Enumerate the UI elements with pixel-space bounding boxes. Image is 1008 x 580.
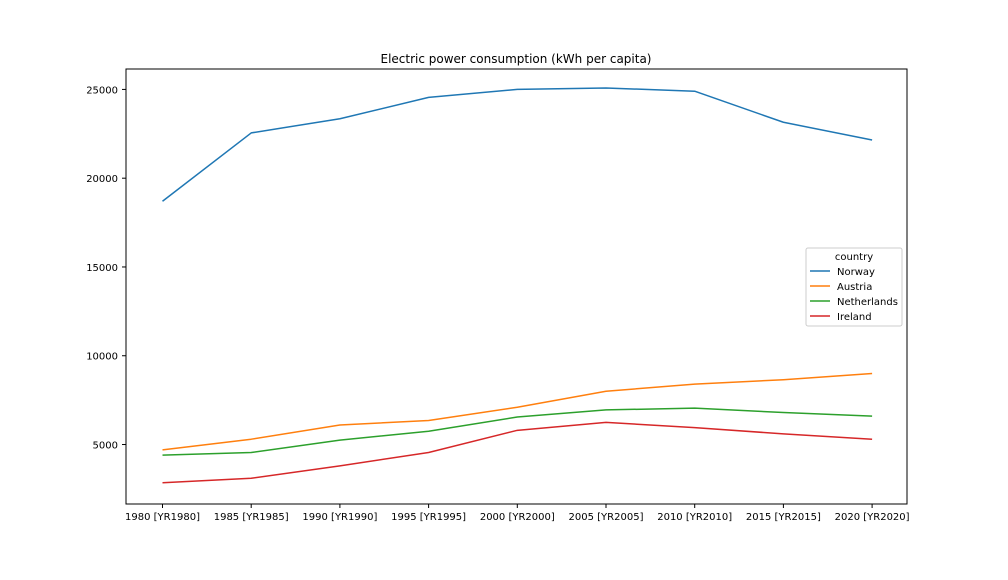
legend-label-austria: Austria (837, 282, 872, 293)
legend: country Norway Austria Netherlands Ireland (805, 247, 903, 327)
y-tick-label: 20000 (86, 174, 118, 185)
legend-label-norway: Norway (837, 267, 875, 278)
legend-box (805, 247, 903, 327)
x-tick-label: 2015 [YR2015] (746, 512, 821, 523)
x-axis: 1980 [YR1980] 1985 [YR1985] 1990 [YR1990] 1… (125, 504, 910, 523)
x-tick-label: 2005 [YR2005] (569, 512, 644, 523)
plot-area (162, 87, 873, 484)
x-tick-label: 2000 [YR2000] (480, 512, 555, 523)
legend-title: country (835, 252, 873, 263)
series-line-austria (162, 372, 873, 451)
y-tick-label: 15000 (86, 263, 118, 274)
series-line-ireland (162, 421, 873, 484)
y-tick-label: 5000 (93, 441, 118, 452)
series-line-norway (162, 87, 873, 202)
series-line-netherlands (162, 407, 873, 456)
x-tick-label: 2010 [YR2010] (657, 512, 732, 523)
legend-label-ireland: Ireland (837, 312, 872, 323)
chart-title: Electric power consumption (kWh per capi… (380, 52, 651, 66)
x-tick-label: 2020 [YR2020] (835, 512, 910, 523)
plot-frame (125, 68, 908, 505)
x-tick-label: 1990 [YR1990] (302, 512, 377, 523)
legend-label-netherlands: Netherlands (837, 297, 898, 308)
x-tick-label: 1980 [YR1980] (125, 512, 200, 523)
y-tick-label: 25000 (86, 85, 118, 96)
y-tick-label: 10000 (86, 352, 118, 363)
x-tick-label: 1985 [YR1985] (214, 512, 289, 523)
x-tick-label: 1995 [YR1995] (391, 512, 466, 523)
y-axis: 5000 10000 15000 20000 25000 (86, 85, 126, 452)
